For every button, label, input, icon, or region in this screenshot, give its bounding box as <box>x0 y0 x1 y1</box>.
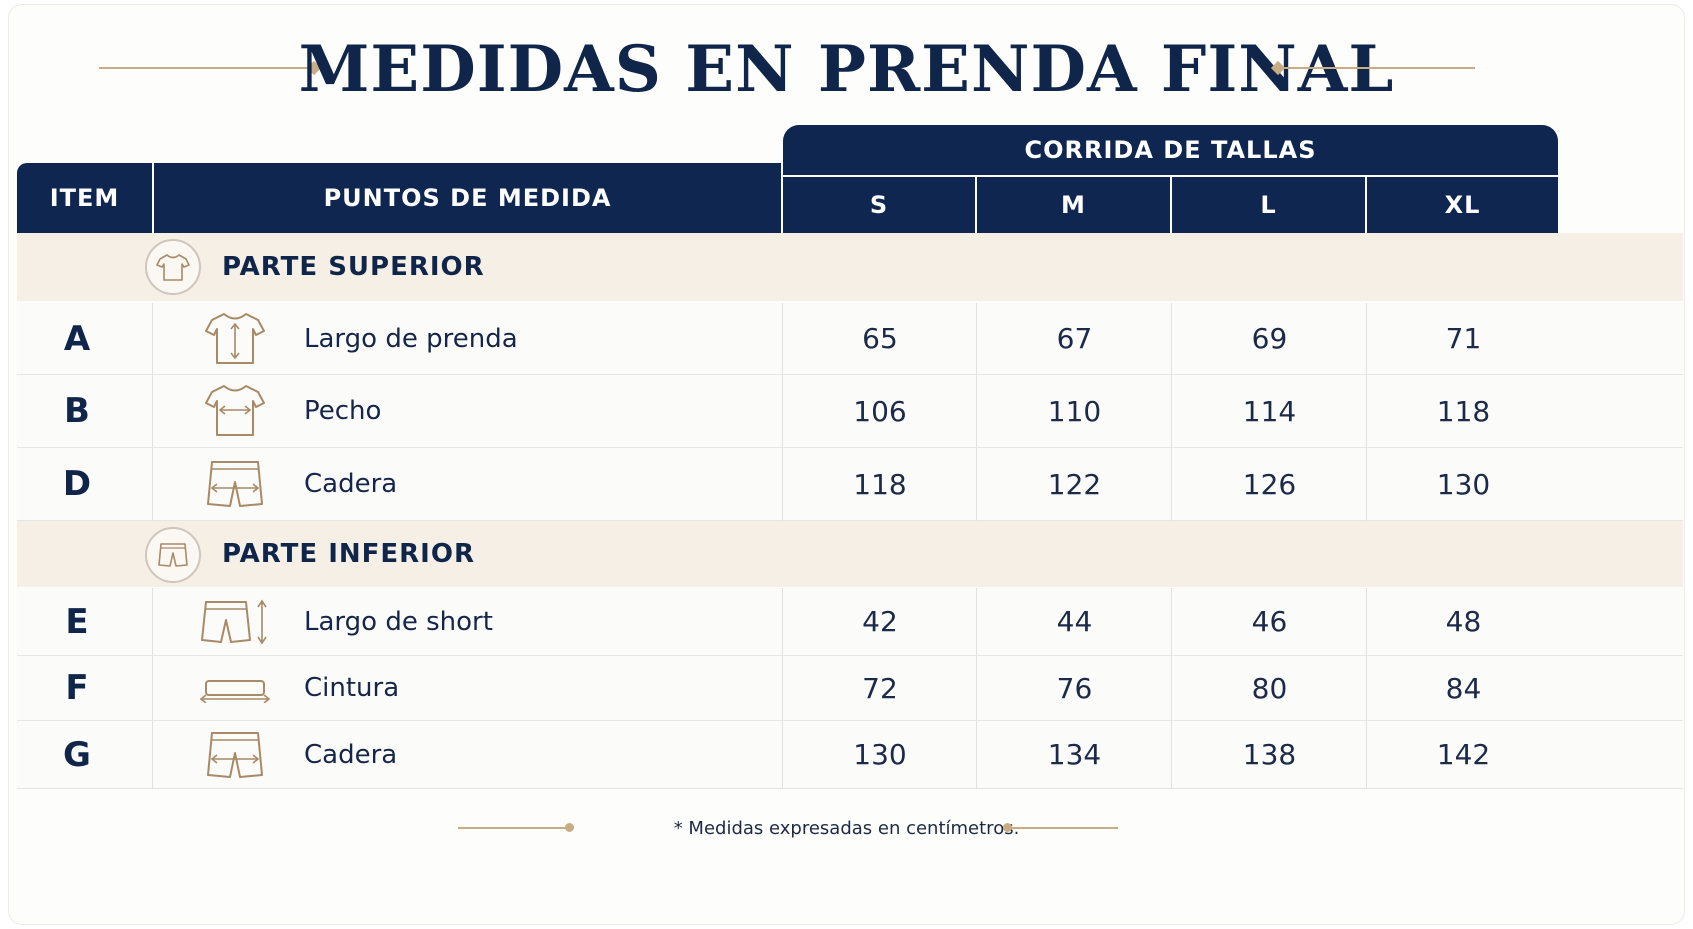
tshirt-chest-icon <box>189 375 281 447</box>
row-label-d: Cadera <box>304 469 398 499</box>
row-a-size-s: 65 <box>862 322 898 355</box>
row-item-a: A <box>63 318 91 359</box>
section-title-superior: PARTE SUPERIOR <box>222 252 485 282</box>
row-d-size-s: 118 <box>853 467 907 501</box>
row-a-size-l: 69 <box>1251 322 1288 355</box>
column-divider <box>782 303 783 521</box>
row-item-d: D <box>62 464 92 504</box>
row-b-size-xl: 118 <box>1436 394 1491 428</box>
table-row-d: D Cadera 118 122 126 130 <box>17 448 1683 521</box>
header-points: PUNTOS DE MEDIDA <box>154 163 781 233</box>
table-row-e: E Largo de short 42 44 46 48 <box>17 588 1683 656</box>
row-item-b: B <box>64 391 90 431</box>
row-item-g: G <box>63 734 91 775</box>
row-a-size-xl: 71 <box>1445 322 1482 355</box>
row-e-size-s: 42 <box>862 605 898 638</box>
page-title: MEDIDAS EN PRENDA FINAL <box>298 32 1395 107</box>
row-b-size-m: 110 <box>1047 394 1102 428</box>
row-e-size-m: 44 <box>1056 605 1093 638</box>
column-divider <box>1366 303 1367 521</box>
table-row-a: A Largo de prenda 65 67 69 71 <box>17 303 1683 375</box>
row-g-size-xl: 142 <box>1436 738 1491 771</box>
row-g-size-s: 130 <box>853 738 907 771</box>
header-size-xl: XL <box>1367 177 1558 233</box>
column-divider <box>782 588 783 789</box>
table-row-f: F Cintura 72 76 80 84 <box>17 656 1683 721</box>
header-item-label: ITEM <box>49 184 120 212</box>
row-label-e: Largo de short <box>304 606 493 637</box>
header-item: ITEM <box>17 163 152 233</box>
footer-left-rule <box>458 827 566 829</box>
table-row-g: G Cadera 130 134 138 142 <box>17 721 1683 789</box>
row-g-size-l: 138 <box>1242 738 1297 771</box>
row-f-size-xl: 84 <box>1445 671 1482 705</box>
waistband-icon <box>189 656 281 720</box>
section-title-inferior: PARTE INFERIOR <box>222 539 475 569</box>
header-size-m-label: M <box>1061 191 1086 219</box>
row-item-e: E <box>65 601 89 642</box>
header-size-l: L <box>1172 177 1365 233</box>
column-divider <box>976 588 977 789</box>
row-item-f: F <box>65 668 89 708</box>
row-e-size-xl: 48 <box>1445 605 1482 638</box>
header-size-s: S <box>783 177 975 233</box>
header-size-xl-label: XL <box>1444 191 1481 219</box>
column-divider <box>152 588 153 789</box>
shorts-length-icon <box>189 588 281 655</box>
title-right-rule <box>1280 67 1475 69</box>
tshirt-length-icon <box>189 303 281 374</box>
header-size-l-label: L <box>1260 191 1277 219</box>
column-divider <box>1171 303 1172 521</box>
title-left-rule <box>99 67 315 69</box>
header-sizes-group: CORRIDA DE TALLAS <box>783 125 1558 175</box>
row-f-size-s: 72 <box>862 671 898 705</box>
row-d-size-xl: 130 <box>1436 467 1491 501</box>
section-header-inferior: PARTE INFERIOR <box>17 521 1683 587</box>
row-label-b: Pecho <box>304 396 382 426</box>
header-size-m: M <box>977 177 1170 233</box>
column-divider <box>152 303 153 521</box>
header-sizes-group-label: CORRIDA DE TALLAS <box>1024 136 1317 164</box>
footer-note: * Medidas expresadas en centímetros. <box>673 818 1020 839</box>
column-divider <box>1171 588 1172 789</box>
row-label-f: Cintura <box>304 673 400 703</box>
row-label-g: Cadera <box>304 739 398 770</box>
row-d-size-m: 122 <box>1047 467 1102 501</box>
row-d-size-l: 126 <box>1242 467 1297 501</box>
footer-right-dot <box>1003 823 1012 832</box>
column-divider <box>976 303 977 521</box>
header-points-label: PUNTOS DE MEDIDA <box>323 184 612 212</box>
footer-right-rule <box>1010 827 1118 829</box>
row-label-a: Largo de prenda <box>304 323 518 354</box>
header-size-s-label: S <box>869 191 889 219</box>
row-b-size-l: 114 <box>1242 394 1297 428</box>
column-divider <box>1366 588 1367 789</box>
section-header-superior: PARTE SUPERIOR <box>17 233 1683 301</box>
shorts-hip-icon <box>189 721 281 788</box>
row-b-size-s: 106 <box>853 394 907 428</box>
table-row-b: B Pecho 106 110 114 118 <box>17 375 1683 448</box>
row-g-size-m: 134 <box>1047 738 1102 771</box>
shorts-icon <box>145 527 201 583</box>
row-f-size-l: 80 <box>1251 671 1288 705</box>
footer-left-dot <box>565 823 574 832</box>
row-a-size-m: 67 <box>1056 322 1093 355</box>
shorts-hip-icon <box>189 448 281 520</box>
tshirt-icon <box>145 239 201 295</box>
row-e-size-l: 46 <box>1251 605 1288 638</box>
row-f-size-m: 76 <box>1056 671 1093 705</box>
